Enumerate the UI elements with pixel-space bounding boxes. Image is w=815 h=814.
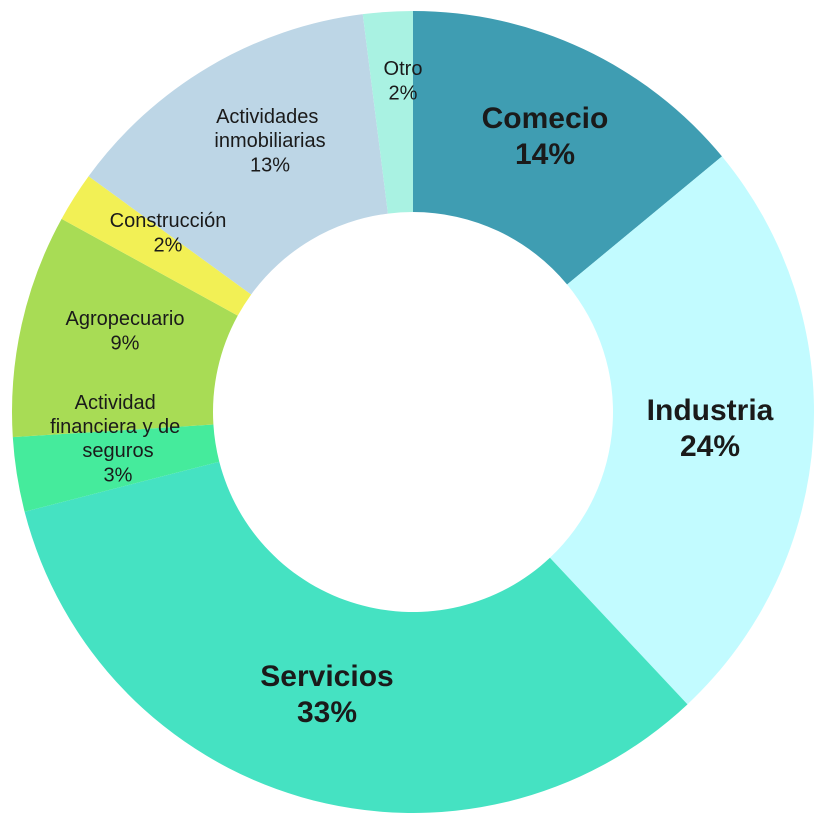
- label-line: inmobiliarias: [214, 130, 325, 152]
- category-label: Construcción: [110, 210, 227, 232]
- value-label: 24%: [680, 430, 740, 463]
- label-line: Agropecuario: [66, 308, 185, 330]
- slice: [24, 461, 688, 814]
- category-label: Servicios: [260, 660, 393, 693]
- value-label: 2%: [154, 234, 183, 256]
- label-line: Servicios: [260, 660, 393, 693]
- category-label: Otro: [384, 58, 423, 80]
- value-label: 33%: [297, 696, 357, 729]
- value-label: 14%: [515, 138, 575, 171]
- category-label: Comecio: [482, 102, 609, 135]
- slice: [413, 11, 722, 285]
- slice: [549, 156, 814, 705]
- label-line: Otro: [384, 58, 423, 80]
- label-line: Actividades: [216, 106, 324, 128]
- label-line: Comecio: [482, 102, 609, 135]
- slice: [12, 218, 238, 438]
- slice: [362, 11, 413, 214]
- slice: [61, 176, 252, 316]
- label-line: Construcción: [110, 210, 227, 232]
- category-label: Agropecuario: [66, 308, 185, 330]
- label-line: Actividad: [75, 392, 162, 414]
- label-line: financiera y de: [50, 416, 186, 438]
- label-line: seguros: [82, 440, 153, 462]
- slice: [12, 424, 220, 512]
- category-label: Actividades inmobiliarias: [214, 106, 325, 152]
- value-label: 2%: [389, 82, 418, 104]
- value-label: 3%: [104, 464, 133, 486]
- value-label: 9%: [111, 332, 140, 354]
- slice: [88, 14, 388, 295]
- category-label: Actividad financiera y de seguros: [50, 392, 186, 462]
- category-label: Industria: [647, 394, 774, 427]
- value-label: 13%: [250, 154, 290, 176]
- label-line: Industria: [647, 394, 774, 427]
